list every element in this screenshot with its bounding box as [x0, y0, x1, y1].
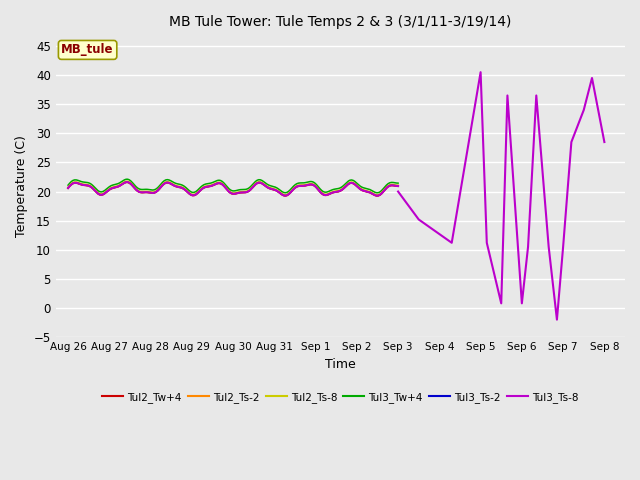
Legend: Tul2_Tw+4, Tul2_Ts-2, Tul2_Ts-8, Tul3_Tw+4, Tul3_Ts-2, Tul3_Ts-8: Tul2_Tw+4, Tul2_Ts-2, Tul2_Ts-8, Tul3_Tw… — [98, 388, 582, 407]
X-axis label: Time: Time — [325, 358, 356, 371]
Text: MB_tule: MB_tule — [61, 43, 114, 57]
Title: MB Tule Tower: Tule Temps 2 & 3 (3/1/11-3/19/14): MB Tule Tower: Tule Temps 2 & 3 (3/1/11-… — [169, 15, 511, 29]
Y-axis label: Temperature (C): Temperature (C) — [15, 135, 28, 237]
